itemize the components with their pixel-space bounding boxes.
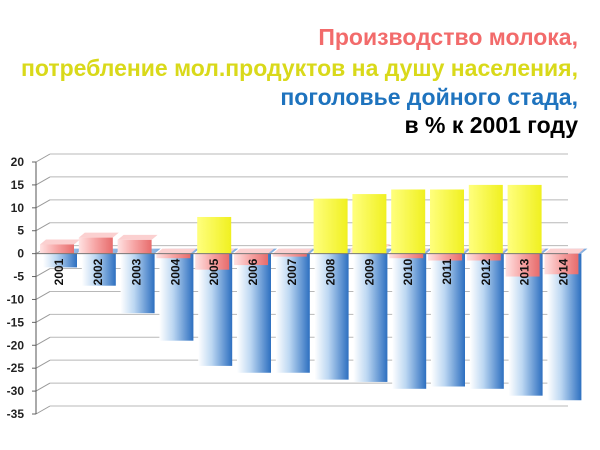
gridline-diag	[35, 291, 51, 300]
production-bar-top	[234, 248, 274, 254]
chart-title-line-2: потребление мол.продуктов на душу населе…	[20, 55, 578, 81]
y-tick-label: -35	[7, 407, 25, 421]
production-bar-top	[272, 248, 313, 254]
x-tick-label: 2014	[556, 258, 570, 285]
production-bar-top	[40, 239, 80, 245]
y-tick-label: -20	[7, 338, 25, 352]
y-tick-label: -25	[7, 361, 25, 375]
y-tick-label: 0	[17, 247, 24, 261]
herd-bar	[275, 253, 310, 373]
chart-title-line-1: Производство молока,	[318, 24, 578, 50]
y-tick-label: 15	[11, 178, 25, 192]
production-bar	[428, 253, 462, 261]
production-bar-top	[156, 248, 197, 254]
herd-bar	[508, 253, 543, 396]
x-tick-label: 2010	[401, 258, 415, 285]
herd-bar	[43, 253, 77, 268]
y-tick-label: 20	[11, 155, 25, 169]
production-bar	[544, 253, 579, 275]
herd-bar	[237, 253, 271, 373]
chart-title-line-3: поголовье дойного стада,	[280, 84, 578, 110]
production-bar	[156, 253, 191, 259]
x-tick-label: 2002	[91, 258, 105, 285]
production-bar-top	[117, 234, 158, 240]
gridline-diag	[35, 313, 51, 323]
production-bar	[117, 239, 152, 254]
production-bar-top	[78, 232, 119, 238]
gridline-diag	[35, 336, 51, 346]
consumption-bar	[391, 189, 426, 254]
y-tick-label: -5	[13, 270, 24, 284]
x-tick-label: 2013	[518, 258, 532, 285]
x-tick-label: 2009	[362, 258, 376, 285]
herd-bar	[431, 253, 465, 387]
production-bar-top	[544, 248, 585, 254]
consumption-bar	[430, 189, 464, 254]
y-tick-label: -15	[7, 315, 25, 329]
x-tick-label: 2008	[324, 258, 338, 285]
production-bar	[466, 253, 501, 261]
herd-bar	[469, 253, 504, 389]
y-tick-label: 10	[11, 201, 25, 215]
herd-bar	[547, 253, 582, 401]
gridline-diag	[35, 199, 51, 209]
production-bar	[389, 253, 424, 259]
production-bar	[195, 253, 230, 270]
gridline-diag	[35, 176, 51, 186]
y-tick-label: 5	[17, 224, 24, 238]
consumption-bar	[507, 184, 542, 254]
herd-bar	[81, 253, 116, 286]
gridline-diag	[35, 153, 51, 163]
herd-bar	[120, 253, 155, 314]
herd-bar	[353, 253, 388, 382]
production-bar	[78, 237, 113, 254]
production-bar	[40, 244, 74, 254]
production-bar	[505, 253, 540, 277]
gridline-diag	[35, 222, 51, 232]
herd-bar	[314, 253, 349, 380]
x-tick-label: 2003	[130, 258, 144, 285]
y-tick-label: -30	[7, 384, 25, 398]
x-tick-label: 2006	[246, 258, 260, 285]
x-tick-label: 2007	[285, 258, 299, 285]
x-tick-label: 2012	[479, 258, 493, 285]
gridline-diag	[35, 382, 51, 392]
herd-bar	[198, 253, 233, 366]
production-bar	[272, 253, 307, 257]
production-bar	[234, 253, 268, 266]
x-tick-label: 2004	[168, 258, 182, 285]
x-tick-label: 2011	[440, 258, 454, 284]
chart-title-line-4: в % к 2001 году	[404, 112, 578, 138]
herd-bar	[159, 253, 194, 341]
x-tick-label: 2001	[52, 258, 66, 285]
consumption-bar	[313, 198, 348, 254]
x-tick-label: 2005	[207, 258, 221, 285]
y-tick-label: -10	[7, 292, 25, 306]
gridline-diag	[35, 268, 51, 277]
gridline-diag	[35, 405, 51, 415]
consumption-bar	[197, 216, 232, 254]
gridline-diag	[35, 359, 51, 369]
consumption-bar	[468, 184, 503, 254]
herd-bar	[392, 253, 427, 389]
consumption-bar	[352, 194, 387, 254]
